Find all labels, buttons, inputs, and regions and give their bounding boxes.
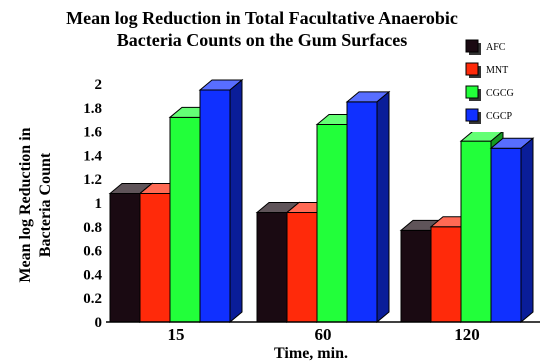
x-axis-label: Time, min. — [274, 345, 348, 362]
chart-title-line-1: Mean log Reduction in Total Facultative … — [66, 8, 458, 28]
y-tick-label: 1.8 — [83, 101, 102, 117]
y-tick-label: 0.2 — [83, 291, 102, 307]
y-tick-label: 1.2 — [83, 172, 102, 188]
x-tick-label: 120 — [454, 325, 480, 344]
legend-swatch — [465, 39, 479, 53]
legend-item-mnt: MNT — [465, 62, 508, 78]
bar-cgcp-60 — [345, 90, 391, 324]
bar-cgcp-15 — [198, 78, 244, 324]
chart-ticks: 0 0.2 0.4 0.6 0.8 1 1.2 1.4 1.6 1.8 2 15 60 120 — [83, 77, 540, 344]
y-tick-label: 1.4 — [83, 148, 102, 164]
y-tick-label: 1.6 — [83, 125, 102, 141]
legend-label: AFC — [486, 42, 506, 53]
legend-swatch — [465, 108, 479, 122]
legend-item-cgcp: CGCP — [465, 108, 513, 124]
chart-bars — [108, 78, 535, 324]
y-tick-label: 0 — [95, 315, 103, 331]
chart-title-line-2: Bacteria Counts on the Gum Surfaces — [117, 30, 408, 50]
x-tick-label: 15 — [168, 325, 185, 344]
y-tick-label: 0.6 — [83, 244, 102, 260]
legend-item-cgcg: CGCG — [465, 85, 514, 101]
y-tick-label: 2 — [95, 77, 103, 93]
y-tick-label: 1 — [95, 196, 103, 212]
legend-label: CGCG — [486, 88, 514, 99]
legend-swatch — [465, 62, 479, 76]
legend-label: CGCP — [486, 111, 513, 122]
x-tick-label: 60 — [315, 325, 332, 344]
y-tick-label: 0.4 — [83, 267, 102, 283]
chart-legend: AFC MNT CGCG CGCP — [464, 36, 544, 132]
legend-label: MNT — [486, 65, 508, 76]
legend-swatch — [465, 85, 479, 99]
y-axis-label-line-2: Bacteria Count — [37, 152, 54, 257]
bar-cgcp-120 — [489, 137, 535, 324]
y-tick-label: 0.8 — [83, 220, 102, 236]
legend-item-afc: AFC — [465, 39, 506, 55]
y-axis-label-line-1: Mean log Reduction in — [17, 127, 34, 282]
